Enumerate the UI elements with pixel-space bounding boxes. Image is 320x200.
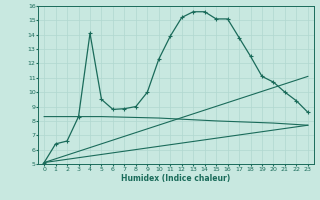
X-axis label: Humidex (Indice chaleur): Humidex (Indice chaleur) (121, 174, 231, 183)
